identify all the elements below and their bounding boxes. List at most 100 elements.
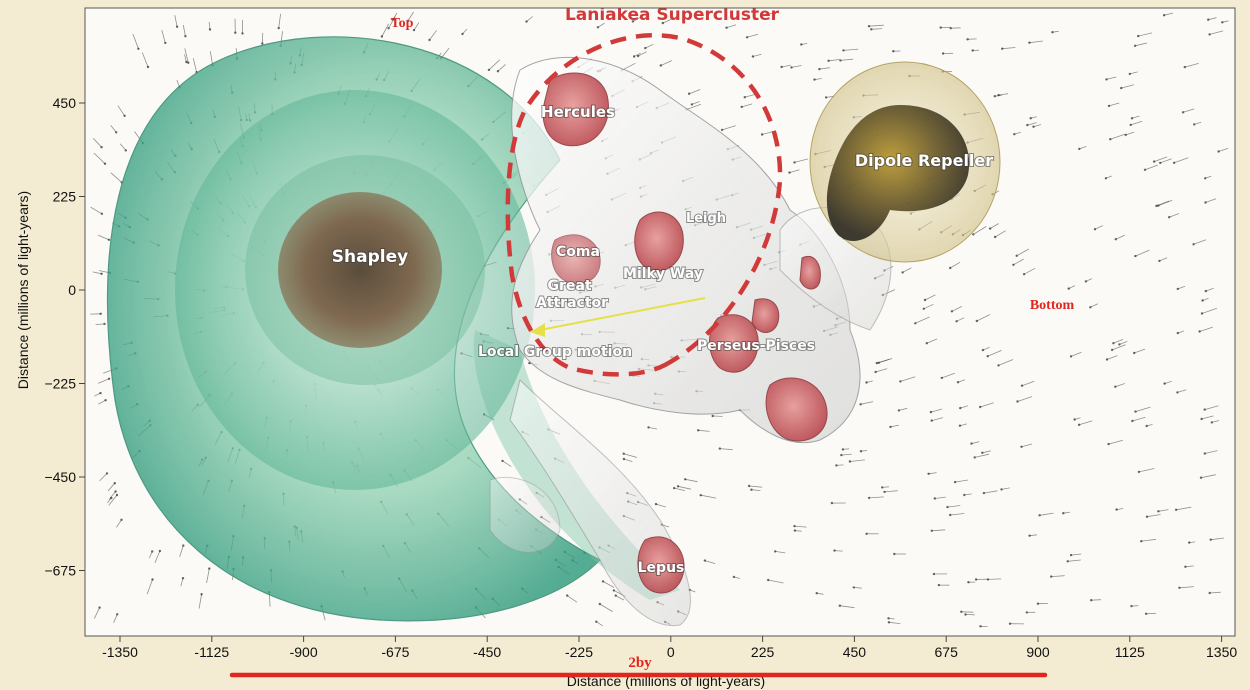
- flow-arrowhead: [1176, 391, 1179, 394]
- flow-streamline: [597, 22, 605, 28]
- flow-arrowhead: [1120, 86, 1123, 90]
- x-axis-ticks: -1350 -1125 -900 -675 -450 -225 0 225 450 675 900 1…: [102, 636, 1237, 660]
- flow-streamline: [1091, 599, 1102, 601]
- flow-streamline: [902, 267, 912, 273]
- flow-streamline: [261, 32, 264, 44]
- flow-arrowhead: [100, 212, 104, 215]
- flow-arrowhead: [958, 424, 962, 427]
- flow-streamline: [182, 24, 186, 37]
- flow-arrowhead: [1050, 575, 1053, 578]
- flow-arrowhead: [750, 488, 753, 491]
- flow-streamline: [92, 271, 102, 275]
- flow-arrowhead: [949, 266, 952, 270]
- flow-arrowhead: [1115, 508, 1118, 511]
- flow-arrowhead: [1203, 452, 1207, 455]
- flow-arrowhead: [790, 66, 793, 69]
- flow-arrowhead: [703, 559, 707, 562]
- flow-streamline: [791, 65, 802, 68]
- flow-streamline: [180, 578, 184, 587]
- flow-streamline: [900, 376, 916, 382]
- flow-arrowhead: [971, 49, 974, 52]
- flow-arrowhead: [151, 578, 154, 581]
- flow-arrowhead: [687, 92, 691, 95]
- flow-streamline: [1071, 553, 1082, 556]
- dipole-core: [826, 105, 970, 241]
- flow-streamline: [941, 372, 955, 379]
- flow-streamline: [660, 60, 672, 66]
- flow-arrowhead: [566, 594, 569, 597]
- flow-streamline: [381, 23, 390, 37]
- flow-arrowhead: [970, 442, 973, 445]
- y-tick-label: −225: [44, 376, 76, 392]
- flow-streamline: [819, 67, 830, 70]
- flow-arrowhead: [1020, 445, 1023, 448]
- flow-streamline: [794, 525, 807, 528]
- flow-arrowhead: [875, 361, 878, 365]
- flow-arrowhead: [1036, 602, 1040, 605]
- x-tick-label: 450: [843, 644, 867, 660]
- flow-arrowhead: [1015, 254, 1018, 257]
- flow-arrowhead: [1084, 280, 1088, 283]
- x-tick-label: 900: [1026, 644, 1050, 660]
- flow-arrowhead: [899, 380, 902, 383]
- flow-streamline: [502, 460, 512, 467]
- flow-arrowhead: [959, 406, 962, 410]
- flow-arrowhead: [1012, 263, 1015, 266]
- flow-arrowhead: [1029, 117, 1032, 120]
- flow-arrowhead: [659, 64, 662, 67]
- flow-streamline: [964, 493, 972, 496]
- flow-streamline: [849, 459, 865, 462]
- flow-arrowhead: [164, 41, 167, 45]
- flow-streamline: [726, 24, 737, 29]
- flow-arrowhead: [661, 21, 664, 25]
- flow-streamline: [1125, 131, 1135, 136]
- flow-arrowhead: [1143, 168, 1147, 171]
- flow-streamline: [488, 59, 500, 71]
- flow-arrowhead: [697, 429, 700, 432]
- flow-streamline: [982, 450, 991, 454]
- flow-arrowhead: [852, 586, 855, 589]
- flow-arrowhead: [950, 310, 954, 313]
- flow-streamline: [766, 12, 775, 15]
- flow-arrowhead: [993, 235, 997, 239]
- flow-arrowhead: [234, 31, 237, 34]
- flow-streamline: [1144, 164, 1158, 171]
- flow-arrowhead: [1199, 476, 1203, 479]
- flow-arrowhead: [146, 65, 150, 69]
- flow-arrowhead: [187, 61, 190, 64]
- flow-streamline: [973, 226, 987, 235]
- flow-streamline: [1169, 213, 1180, 218]
- flow-arrowhead: [1221, 21, 1224, 24]
- flow-arrowhead: [1013, 133, 1016, 136]
- flow-streamline: [1090, 303, 1099, 308]
- flow-streamline: [97, 234, 110, 241]
- flow-arrowhead: [848, 460, 852, 463]
- flow-streamline: [1204, 450, 1218, 454]
- flow-streamline: [1079, 146, 1087, 150]
- flow-arrowhead: [718, 447, 721, 450]
- flow-streamline: [1029, 40, 1043, 44]
- flow-streamline: [645, 43, 654, 49]
- flow-arrowhead: [612, 589, 615, 592]
- flow-streamline: [116, 519, 122, 528]
- flow-arrowhead: [496, 70, 500, 73]
- flow-arrowhead: [1090, 599, 1093, 602]
- flow-streamline: [1115, 234, 1125, 240]
- flow-arrowhead: [1168, 216, 1171, 219]
- flow-arrowhead: [1137, 470, 1141, 474]
- flow-arrowhead: [1133, 44, 1137, 47]
- flow-arrowhead: [1181, 111, 1185, 114]
- x-tick-label: -1350: [102, 644, 138, 660]
- dipole-repeller-region: [809, 61, 1001, 263]
- flow-arrowhead: [622, 452, 625, 455]
- flow-arrowhead: [1204, 289, 1208, 293]
- flow-arrowhead: [1104, 177, 1108, 180]
- flow-streamline: [761, 131, 774, 135]
- flow-arrowhead: [596, 26, 600, 29]
- flow-streamline: [99, 473, 108, 482]
- flow-arrowhead: [1028, 534, 1031, 537]
- flow-arrowhead: [827, 59, 830, 62]
- flow-arrowhead: [963, 493, 966, 497]
- y-tick-label: 225: [53, 189, 77, 205]
- flow-arrowhead: [774, 550, 777, 553]
